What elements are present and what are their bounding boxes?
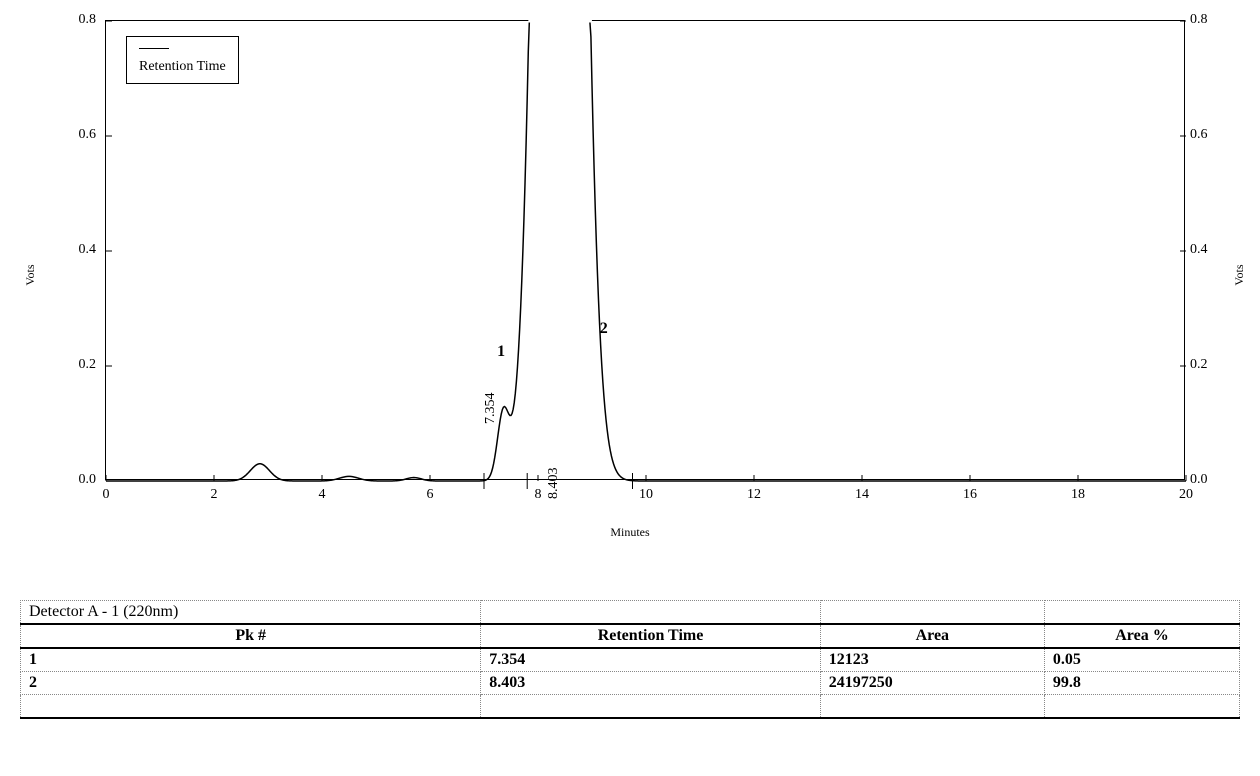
plot-svg	[106, 21, 1186, 481]
table-cell: 7.354	[481, 648, 820, 672]
table-title: Detector A - 1 (220nm)	[21, 601, 481, 625]
y-tick-label: 0.4	[66, 242, 96, 258]
chromatogram-chart: Vots Vots Retention Time 0.00.00.20.20.4…	[20, 10, 1240, 540]
x-tick-label: 18	[1063, 487, 1093, 503]
y-tick-label: 0.2	[66, 357, 96, 373]
table-row: 28.4032419725099.8	[21, 672, 1240, 695]
peak-retention-label: 7.354	[483, 392, 499, 424]
table-row-empty	[21, 695, 1240, 719]
x-tick-label: 16	[955, 487, 985, 503]
x-tick-label: 4	[307, 487, 337, 503]
table-cell: 0.05	[1044, 648, 1239, 672]
table-body: 17.354121230.0528.4032419725099.8	[21, 648, 1240, 718]
table-cell: 8.403	[481, 672, 820, 695]
table-column-header: Area %	[1044, 624, 1239, 648]
x-axis-label: Minutes	[610, 525, 649, 540]
x-tick-label: 0	[91, 487, 121, 503]
x-tick-label: 14	[847, 487, 877, 503]
table-column-header: Area	[820, 624, 1044, 648]
table-header-row: Pk #Retention TimeAreaArea %	[21, 624, 1240, 648]
y-tick-label: 0.0	[66, 472, 96, 488]
results-table-container: Detector A - 1 (220nm) Pk #Retention Tim…	[20, 600, 1240, 719]
x-tick-label: 6	[415, 487, 445, 503]
results-table: Detector A - 1 (220nm) Pk #Retention Tim…	[20, 600, 1240, 719]
table-cell: 2	[21, 672, 481, 695]
y-tick-label: 0.8	[66, 12, 96, 28]
x-tick-label: 12	[739, 487, 769, 503]
table-column-header: Retention Time	[481, 624, 820, 648]
y-tick-label-right: 0.4	[1190, 242, 1220, 258]
plot-area: Retention Time 0.00.00.20.20.40.40.60.60…	[105, 20, 1185, 480]
peak-retention-label: 8.403	[546, 468, 562, 500]
table-cell: 12123	[820, 648, 1044, 672]
table-cell: 24197250	[820, 672, 1044, 695]
table-cell: 99.8	[1044, 672, 1239, 695]
table-row: 17.354121230.05	[21, 648, 1240, 672]
y-tick-label: 0.6	[66, 127, 96, 143]
x-tick-label: 10	[631, 487, 661, 503]
peak-marker: 2	[600, 320, 608, 338]
y-axis-label-right: Vots	[1232, 264, 1247, 285]
x-tick-label: 20	[1171, 487, 1201, 503]
peak-marker: 1	[497, 343, 505, 361]
table-column-header: Pk #	[21, 624, 481, 648]
y-tick-label-right: 0.6	[1190, 127, 1220, 143]
y-tick-label-right: 0.0	[1190, 472, 1220, 488]
y-tick-label-right: 0.8	[1190, 12, 1220, 28]
y-axis-label-left: Vots	[23, 264, 38, 285]
table-cell: 1	[21, 648, 481, 672]
x-tick-label: 2	[199, 487, 229, 503]
y-tick-label-right: 0.2	[1190, 357, 1220, 373]
